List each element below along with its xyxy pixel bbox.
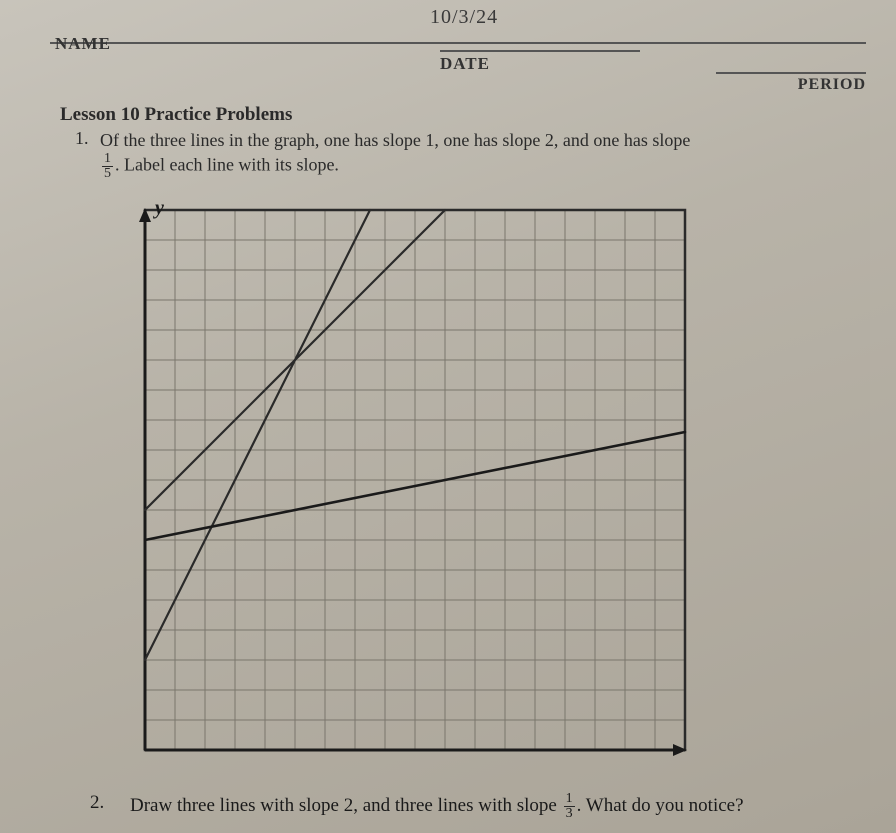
graph-svg: yx <box>135 200 695 760</box>
problem-2-text: Draw three lines with slope 2, and three… <box>130 792 876 821</box>
fraction-numerator: 1 <box>102 152 113 167</box>
problem-1-text-b: . Label each line with its slope. <box>115 155 339 175</box>
problem-2-number: 2. <box>90 792 104 814</box>
fraction-numerator: 1 <box>564 792 575 807</box>
fraction-one-fifth: 1 5 <box>102 152 113 181</box>
problem-2-text-b: . What do you notice? <box>577 795 744 816</box>
slope-graph: yx <box>135 200 695 760</box>
svg-text:x: x <box>678 755 689 760</box>
fraction-one-third: 1 3 <box>564 792 575 821</box>
svg-text:y: y <box>153 200 164 219</box>
lesson-title: Lesson 10 Practice Problems <box>60 104 292 126</box>
fraction-denominator: 5 <box>102 167 113 181</box>
problem-1-text-a: Of the three lines in the graph, one has… <box>100 130 690 150</box>
date-label: DATE <box>440 50 640 74</box>
problem-1-text: Of the three lines in the graph, one has… <box>100 128 856 181</box>
problem-2-text-a: Draw three lines with slope 2, and three… <box>130 795 562 816</box>
fraction-denominator: 3 <box>564 807 575 821</box>
period-label: PERIOD <box>716 72 866 94</box>
name-label: NAME <box>55 34 111 54</box>
problem-1-number: 1. <box>75 128 89 149</box>
worksheet-page: 10/3/24 NAME DATE PERIOD Lesson 10 Pract… <box>0 0 896 833</box>
handwritten-date: 10/3/24 <box>430 6 498 29</box>
header-rule <box>50 42 866 44</box>
